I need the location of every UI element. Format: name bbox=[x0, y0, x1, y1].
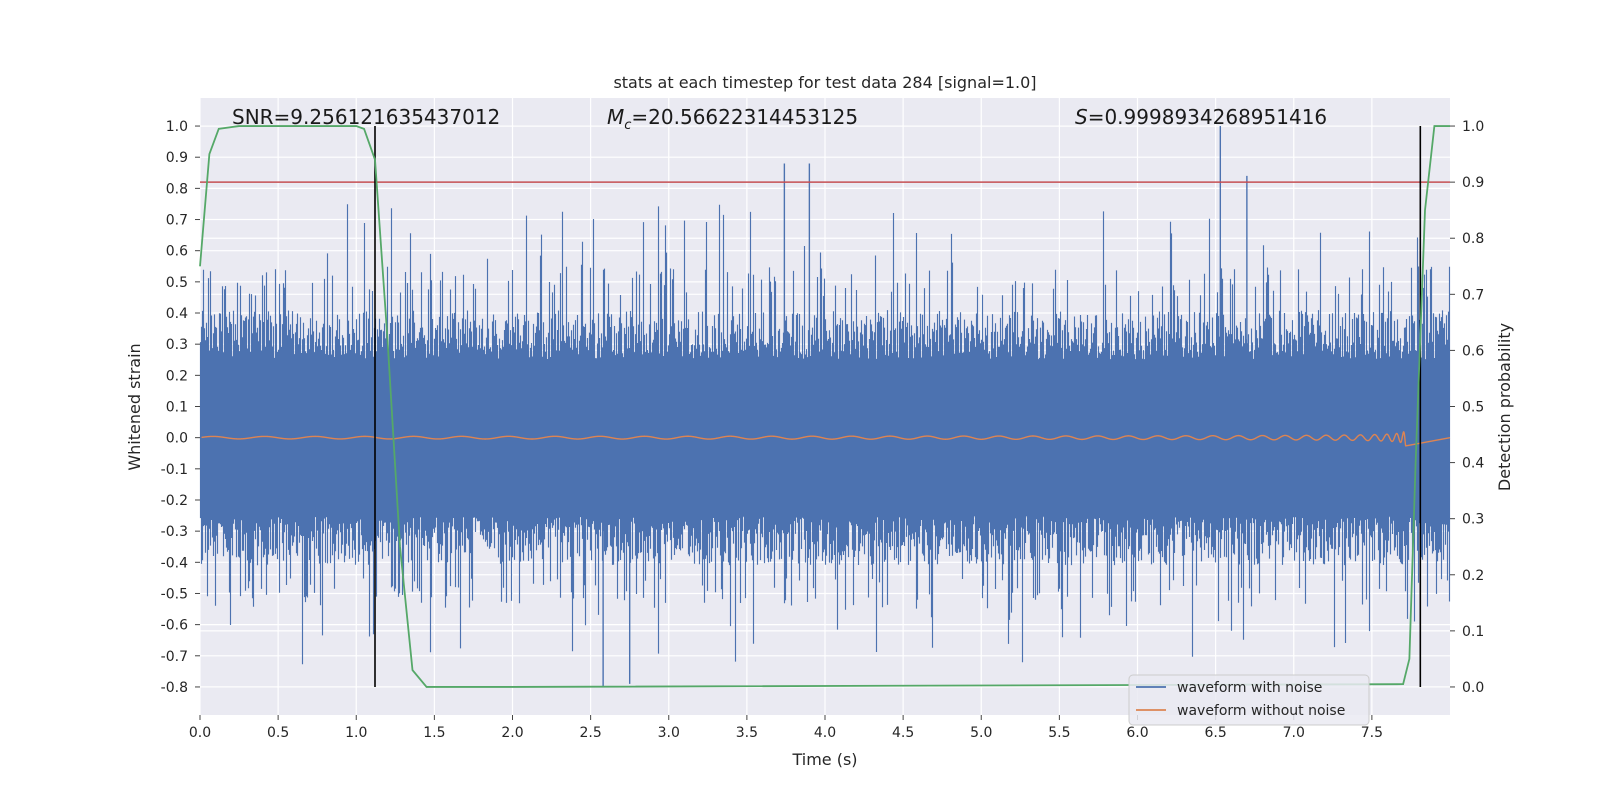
x-tick-label: 5.5 bbox=[1048, 725, 1070, 741]
y-tick-label: -0.3 bbox=[161, 524, 188, 540]
y-tick-label: -0.7 bbox=[161, 649, 188, 665]
x-tick-label: 6.5 bbox=[1204, 725, 1226, 741]
score-annotation: S=0.9998934268951416 bbox=[1075, 105, 1327, 129]
score-symbol: S bbox=[1075, 105, 1088, 129]
y-tick-label: 0.4 bbox=[166, 306, 188, 322]
x-tick-label: 5.0 bbox=[970, 725, 992, 741]
y2-tick-label: 0.6 bbox=[1462, 343, 1484, 359]
series-waveform-without-noise bbox=[201, 431, 1451, 447]
y-tick-label: -0.4 bbox=[161, 555, 188, 571]
x-tick-label: 7.0 bbox=[1283, 725, 1305, 741]
series-detection-probability bbox=[199, 125, 1450, 688]
y-tick-label: 0.9 bbox=[166, 150, 188, 166]
y2-tick-label: 0.2 bbox=[1462, 568, 1484, 584]
legend-box bbox=[1128, 674, 1370, 726]
y2-tick-label: 0.9 bbox=[1462, 175, 1484, 191]
chirp-line bbox=[201, 431, 1451, 447]
y-axis-label: Whitened strain bbox=[125, 343, 144, 470]
y2-tick-label: 1.0 bbox=[1462, 119, 1484, 135]
x-tick-label: 0.0 bbox=[189, 725, 211, 741]
y2-tick-label: 0.3 bbox=[1462, 512, 1484, 528]
x-tick-label: 2.5 bbox=[579, 725, 601, 741]
score-value: =0.9998934268951416 bbox=[1088, 105, 1327, 129]
y-tick-label: 1.0 bbox=[166, 119, 188, 135]
y-tick-label: 0.1 bbox=[166, 400, 188, 416]
y2-tick-label: 0.8 bbox=[1462, 231, 1484, 247]
chirp-mass-symbol: M bbox=[607, 105, 624, 129]
y-tick-label: -0.8 bbox=[161, 680, 188, 696]
y-tick-label: 0.6 bbox=[166, 244, 188, 260]
x-tick-label: 3.5 bbox=[736, 725, 758, 741]
legend: waveform with noise waveform without noi… bbox=[1128, 674, 1370, 726]
x-tick-label: 4.5 bbox=[892, 725, 914, 741]
axes: 0.0 0.5 1.0 1.5 2.0 2.5 3.0 3.5 4.0 4.5 5.0 5.5 6.0 6… bbox=[161, 119, 1485, 741]
legend-label-waveform-with-noise: waveform with noise bbox=[1177, 680, 1322, 696]
y-tick-label: -0.2 bbox=[161, 493, 188, 509]
x-tick-label: 3.0 bbox=[658, 725, 680, 741]
chirp-mass-subscript: c bbox=[624, 118, 631, 133]
chirp-mass-value: =20.56622314453125 bbox=[631, 105, 858, 129]
x-tick-label: 4.0 bbox=[814, 725, 836, 741]
legend-label-waveform-without-noise: waveform without noise bbox=[1177, 703, 1345, 719]
x-tick-label: 1.0 bbox=[345, 725, 367, 741]
x-tick-label: 7.5 bbox=[1361, 725, 1383, 741]
y2-tick-label: 0.1 bbox=[1462, 624, 1484, 640]
x-tick-label: 0.5 bbox=[267, 725, 289, 741]
y-tick-label: 0.2 bbox=[166, 368, 188, 384]
reference-lines bbox=[200, 126, 1450, 687]
y-tick-label: 0.8 bbox=[166, 181, 188, 197]
snr-annotation: SNR=9.256121635437012 bbox=[232, 105, 500, 129]
y-tick-label: 0.5 bbox=[166, 275, 188, 291]
y-tick-label: -0.6 bbox=[161, 618, 188, 634]
x-axis-label: Time (s) bbox=[791, 750, 857, 769]
y-tick-label: -0.5 bbox=[161, 586, 188, 602]
x-tick-label: 2.0 bbox=[501, 725, 523, 741]
chart-title: stats at each timestep for test data 284… bbox=[613, 73, 1036, 92]
probability-line bbox=[199, 125, 1450, 688]
y2-tick-label: 0.4 bbox=[1462, 456, 1484, 472]
chirp-mass-annotation: Mc=20.56622314453125 bbox=[607, 105, 858, 133]
y-tick-label: -0.1 bbox=[161, 462, 188, 478]
y2-tick-label: 0.0 bbox=[1462, 680, 1484, 696]
x-tick-label: 1.5 bbox=[423, 725, 445, 741]
y2-axis-label: Detection probability bbox=[1495, 323, 1514, 491]
y2-tick-label: 0.5 bbox=[1462, 400, 1484, 416]
y-tick-label: 0.3 bbox=[166, 337, 188, 353]
series-waveform-with-noise bbox=[199, 126, 1451, 687]
x-tick-label: 6.0 bbox=[1126, 725, 1148, 741]
y-tick-label: 0.7 bbox=[166, 213, 188, 229]
y-tick-label: 0.0 bbox=[166, 431, 188, 447]
y2-tick-label: 0.7 bbox=[1462, 287, 1484, 303]
